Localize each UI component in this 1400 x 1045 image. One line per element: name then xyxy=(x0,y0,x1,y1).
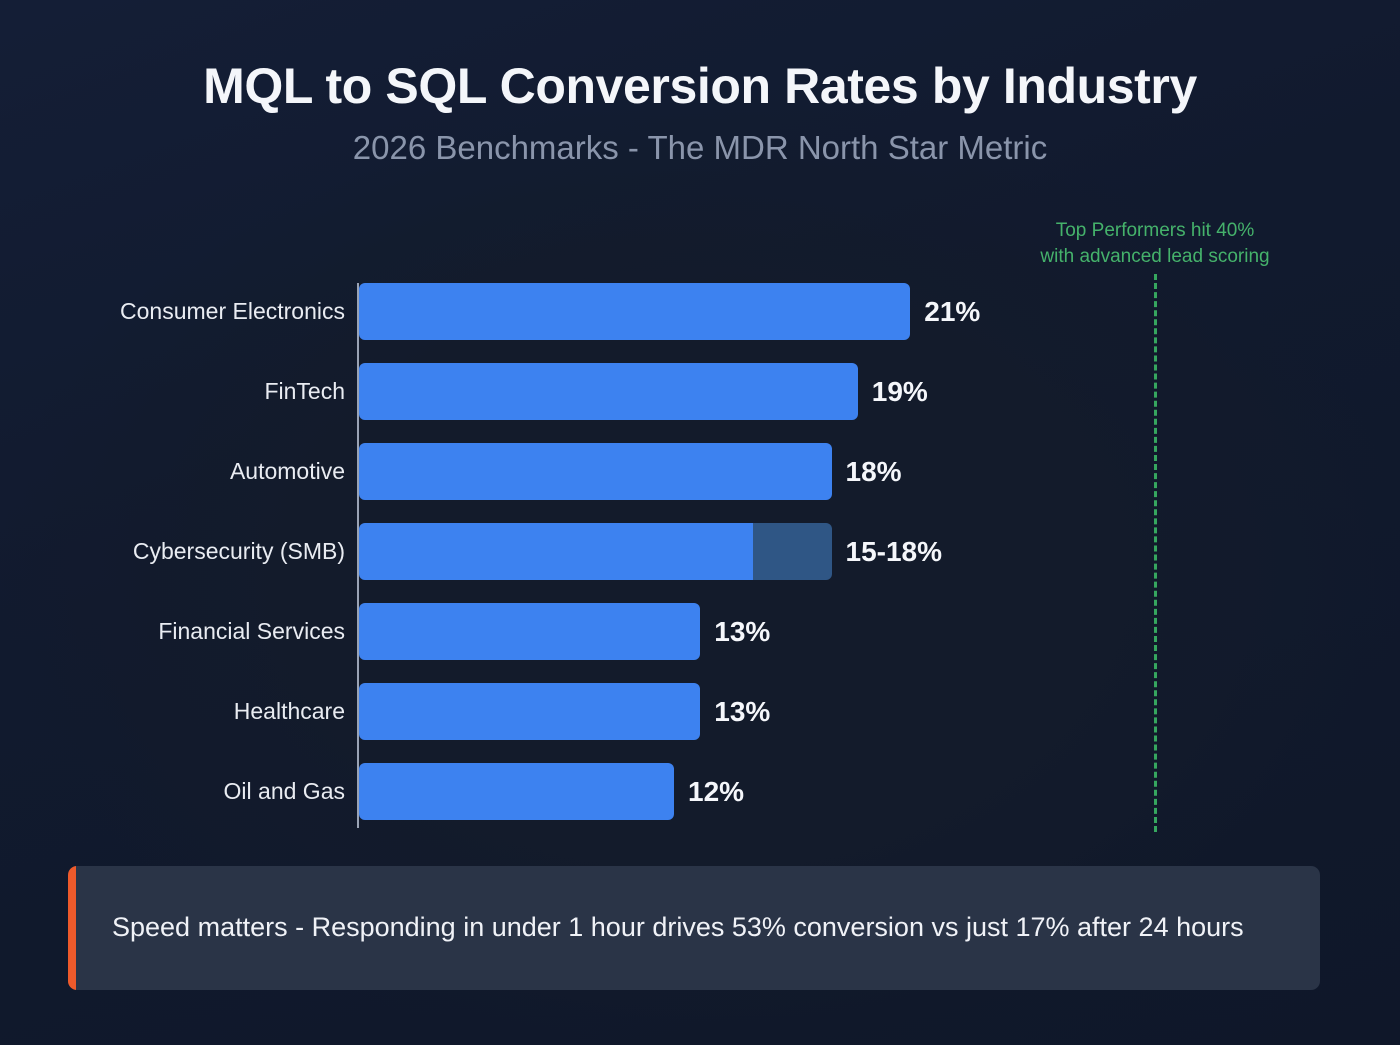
bar-row: Financial Services 13% xyxy=(0,603,1400,660)
footer-callout: Speed matters - Responding in under 1 ho… xyxy=(68,866,1320,990)
category-label: FinTech xyxy=(264,378,345,404)
bar[interactable] xyxy=(359,443,832,500)
page-title: MQL to SQL Conversion Rates by Industry xyxy=(203,58,1197,114)
category-label: Healthcare xyxy=(233,698,345,724)
bar-segment-value xyxy=(359,763,674,820)
page-subtitle: 2026 Benchmarks - The MDR North Star Met… xyxy=(352,129,1048,166)
bar-value-label: 13% xyxy=(714,696,771,727)
category-label: Cybersecurity (SMB) xyxy=(132,538,345,564)
bar-segment-value xyxy=(359,603,701,660)
bar-segment-range xyxy=(745,523,832,580)
threshold-reference-line xyxy=(1154,274,1157,832)
threshold-annotation: Top Performers hit 40% with advanced lea… xyxy=(1000,218,1310,270)
bar[interactable] xyxy=(359,283,911,340)
y-axis-spine xyxy=(357,283,359,828)
bar[interactable] xyxy=(359,363,858,420)
plot-area: Consumer Electronics 21% FinTech 19% Automot… xyxy=(0,283,1400,829)
bar-row: Oil and Gas 12% xyxy=(0,763,1400,820)
annotation-line-1: Top Performers hit 40% xyxy=(1055,220,1255,241)
bar-row: Cybersecurity (SMB) 15-18% xyxy=(0,523,1400,580)
bar-segment-value xyxy=(359,283,911,340)
bar-segment-value xyxy=(359,683,701,740)
bar-segment-value xyxy=(359,363,858,420)
bar-value-label: 21% xyxy=(924,296,981,327)
bar-row: FinTech 19% xyxy=(0,363,1400,420)
annotation-line-2: with advanced lead scoring xyxy=(1040,245,1270,267)
chart-header: MQL to SQL Conversion Rates by Industry … xyxy=(0,0,1400,167)
bar[interactable] xyxy=(359,603,701,660)
bar-value-label: 15-18% xyxy=(845,536,943,567)
callout-accent-bar xyxy=(68,866,76,990)
bar-row: Consumer Electronics 21% xyxy=(0,283,1400,340)
bar-value-label: 19% xyxy=(871,376,928,407)
category-label: Financial Services xyxy=(158,618,345,644)
category-label: Automotive xyxy=(229,458,345,484)
bar[interactable] xyxy=(359,683,701,740)
bar-segment-value xyxy=(359,523,753,580)
category-label: Oil and Gas xyxy=(223,778,345,804)
bar-segment-value xyxy=(359,443,832,500)
bar[interactable] xyxy=(359,763,674,820)
bar[interactable] xyxy=(359,523,832,580)
callout-text: Speed matters - Responding in under 1 ho… xyxy=(112,912,1244,943)
bar-value-label: 13% xyxy=(714,616,771,647)
category-label: Consumer Electronics xyxy=(120,298,345,324)
bar-value-label: 18% xyxy=(845,456,902,487)
bar-row: Healthcare 13% xyxy=(0,683,1400,740)
bar-value-label: 12% xyxy=(688,776,745,807)
bar-row: Automotive 18% xyxy=(0,443,1400,500)
